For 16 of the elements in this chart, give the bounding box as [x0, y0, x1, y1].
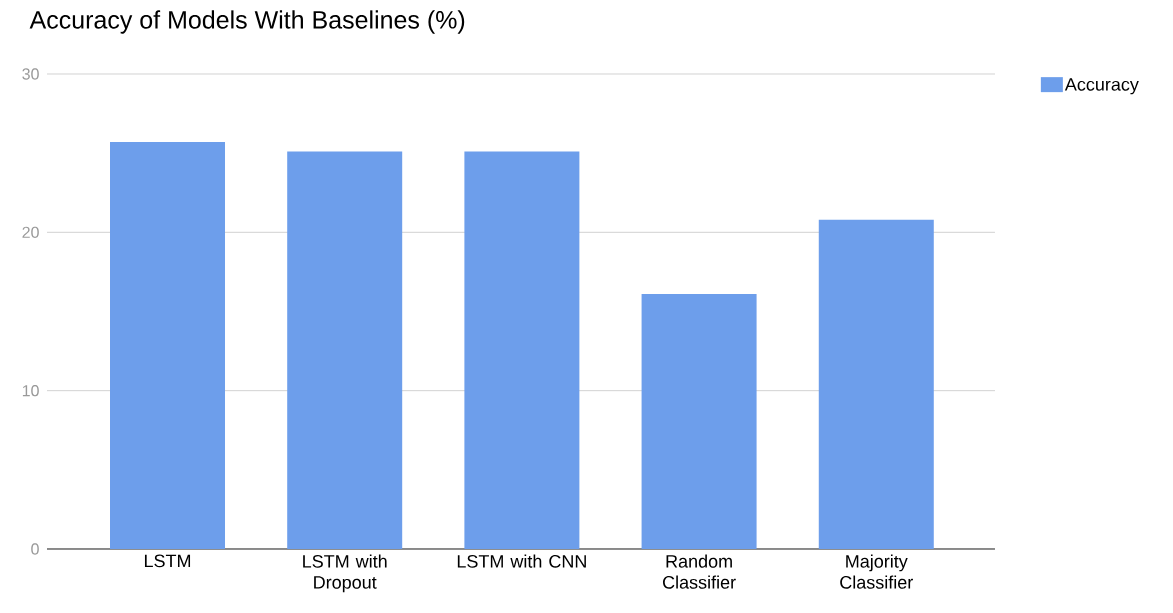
- x-tick-label: Majority Classifier: [840, 554, 913, 589]
- x-tick-label: LSTM with Dropout: [303, 554, 387, 593]
- x-tick-label: LSTM: [144, 554, 191, 568]
- y-tick-label: 0: [31, 543, 39, 555]
- bar: [464, 151, 580, 549]
- chart-title: Accuracy of Models With Baselines (%): [29, 10, 465, 34]
- x-tick-label: Random Classifier: [662, 554, 736, 589]
- y-tick-label: 20: [22, 226, 39, 238]
- bar: [818, 219, 934, 549]
- bar: [641, 294, 757, 549]
- x-tick-label: LSTM with CNN: [457, 554, 586, 568]
- y-tick-label: 30: [22, 68, 39, 80]
- bar: [287, 151, 403, 549]
- legend-label: Accuracy: [1064, 78, 1139, 95]
- y-tick-label: 10: [22, 385, 39, 397]
- bar: [110, 142, 225, 549]
